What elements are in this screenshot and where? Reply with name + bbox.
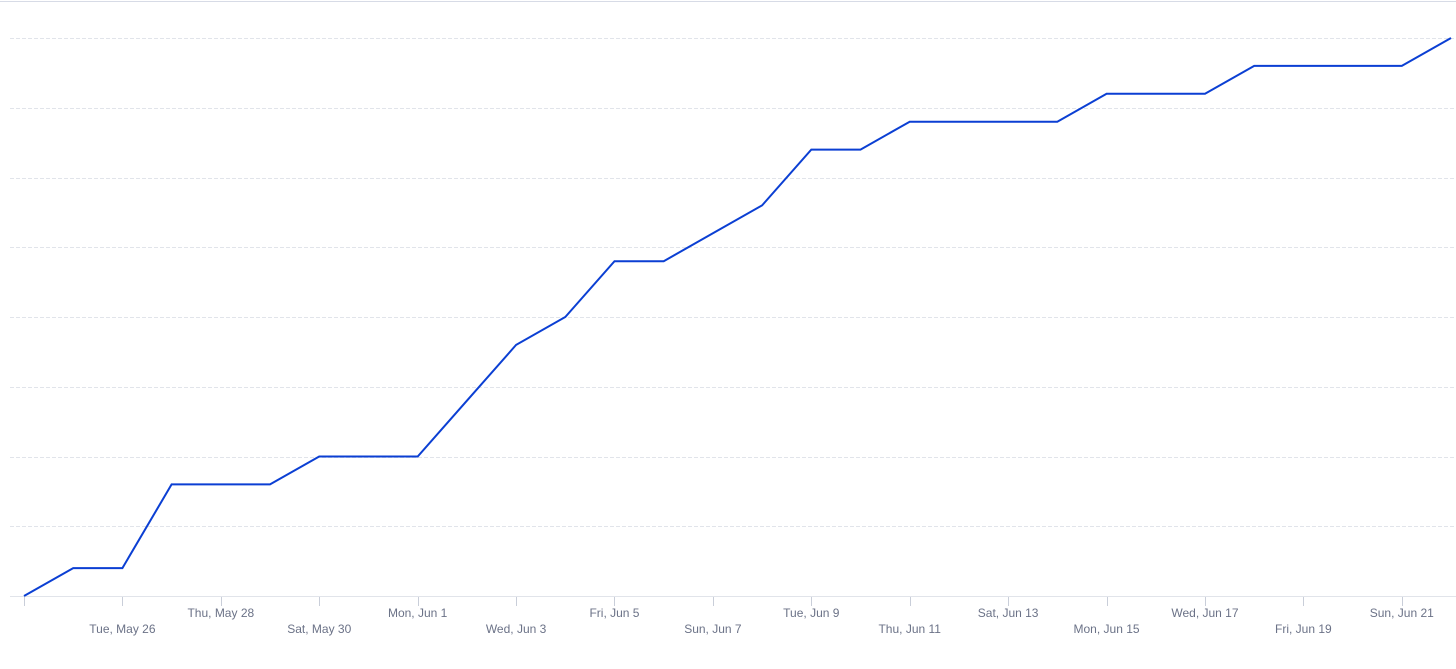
chart-grid (10, 38, 1456, 597)
x-tick-label: Mon, Jun 1 (388, 606, 448, 620)
x-tick-label: Sun, Jun 7 (684, 622, 742, 636)
top-divider (0, 1, 1456, 2)
x-tick-label: Tue, May 26 (89, 622, 156, 636)
x-tick-label: Fri, Jun 19 (1275, 622, 1332, 636)
x-tick-label: Mon, Jun 15 (1074, 622, 1140, 636)
x-tick-label: Wed, Jun 17 (1171, 606, 1238, 620)
x-axis: Tue, May 26 Thu, May 28 Sat, May 30 Mon, Ju… (24, 597, 1434, 636)
x-tick-label: Fri, Jun 5 (589, 606, 639, 620)
x-tick-label: Tue, Jun 9 (783, 606, 840, 620)
series-line (23, 37, 1452, 597)
x-tick-label: Sat, Jun 13 (978, 606, 1039, 620)
x-tick-label: Sat, May 30 (287, 622, 351, 636)
x-tick-label: Thu, Jun 11 (878, 622, 941, 636)
x-tick-label: Sun, Jun 21 (1370, 606, 1434, 620)
x-tick-label: Wed, Jun 3 (486, 622, 547, 636)
chart-series (23, 37, 1452, 597)
x-tick-label: Thu, May 28 (187, 606, 254, 620)
